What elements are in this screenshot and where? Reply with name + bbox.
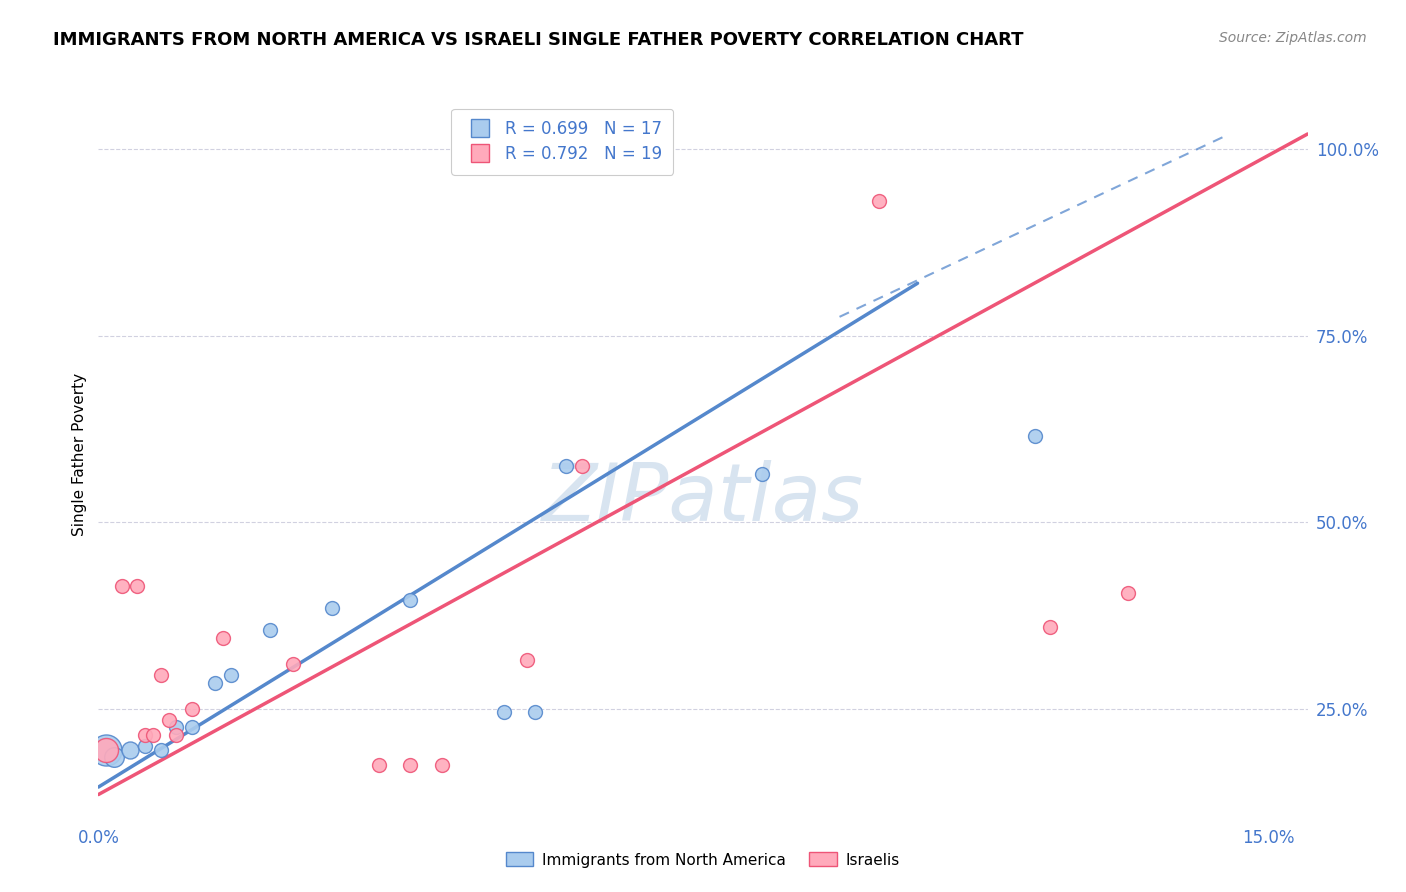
Point	[219, 668, 242, 682]
Point	[165, 728, 187, 742]
Point	[142, 728, 165, 742]
Y-axis label: Single Father Poverty: Single Father Poverty	[72, 374, 87, 536]
Point	[751, 467, 773, 481]
Legend: Immigrants from North America, Israelis: Immigrants from North America, Israelis	[499, 847, 907, 873]
Point	[96, 743, 118, 757]
Point	[134, 728, 156, 742]
Point	[555, 459, 578, 474]
Point	[157, 713, 180, 727]
Point	[118, 743, 141, 757]
Point	[571, 459, 593, 474]
Text: ZIPatlas: ZIPatlas	[541, 459, 865, 538]
Point	[181, 701, 204, 715]
Point	[399, 593, 422, 607]
Point	[868, 194, 890, 209]
Point	[524, 706, 547, 720]
Point	[149, 668, 172, 682]
Point	[149, 743, 172, 757]
Point	[516, 653, 538, 667]
Point	[494, 706, 516, 720]
Point	[96, 743, 118, 757]
Point	[1024, 429, 1046, 443]
Point	[103, 750, 125, 764]
Point	[283, 657, 305, 671]
Point	[204, 675, 226, 690]
Point	[134, 739, 156, 753]
Point	[212, 631, 235, 645]
Point	[259, 624, 281, 638]
Point	[399, 757, 422, 772]
Text: Source: ZipAtlas.com: Source: ZipAtlas.com	[1219, 31, 1367, 45]
Point	[1116, 586, 1139, 600]
Point	[321, 601, 343, 615]
Point	[181, 720, 204, 734]
Point	[127, 578, 149, 592]
Legend: R = 0.699   N = 17, R = 0.792   N = 19: R = 0.699 N = 17, R = 0.792 N = 19	[451, 109, 673, 175]
Point	[165, 720, 187, 734]
Point	[430, 757, 453, 772]
Point	[368, 757, 391, 772]
Text: IMMIGRANTS FROM NORTH AMERICA VS ISRAELI SINGLE FATHER POVERTY CORRELATION CHART: IMMIGRANTS FROM NORTH AMERICA VS ISRAELI…	[53, 31, 1024, 49]
Point	[1039, 619, 1062, 633]
Point	[111, 578, 134, 592]
